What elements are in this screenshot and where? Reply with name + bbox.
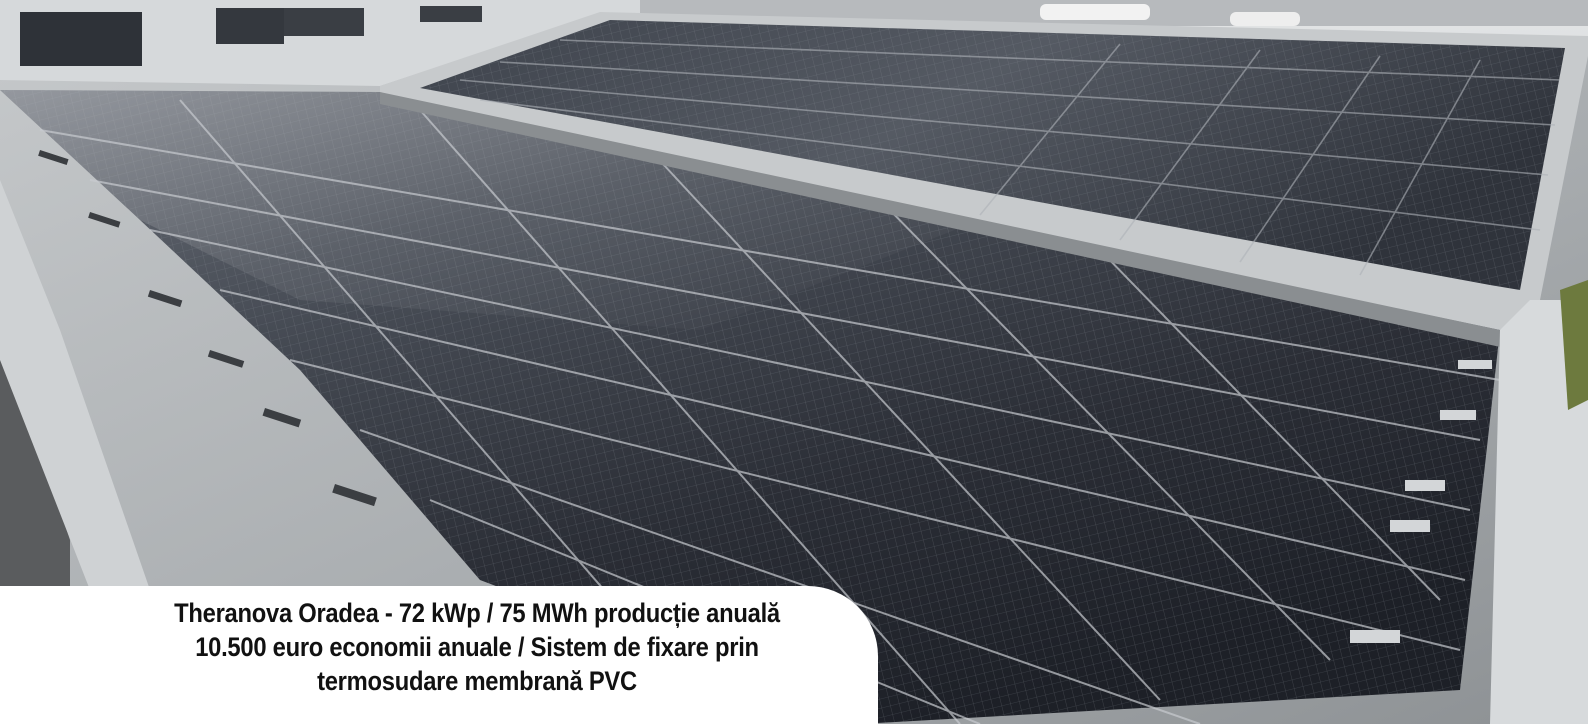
mounting-feet — [38, 150, 377, 507]
caption-line-3: termosudare membrană PVC — [317, 666, 637, 696]
panel-seams-upper — [459, 39, 1561, 276]
caption-box: Theranova Oradea - 72 kWp / 75 MWh produ… — [0, 586, 878, 724]
mounting-feet-right — [1350, 360, 1492, 643]
window-3 — [284, 8, 364, 36]
sky-reflection — [0, 90, 980, 330]
parked-car — [1230, 12, 1300, 26]
roof-edge-strip — [0, 180, 150, 590]
parked-car — [1040, 4, 1150, 20]
window-4 — [420, 6, 482, 22]
panel-seams — [39, 99, 1501, 724]
window-1 — [20, 12, 142, 66]
right-roof-edge — [1490, 300, 1588, 724]
grass-strip — [1560, 280, 1588, 410]
parapet-shadow — [380, 92, 1505, 348]
solar-cells-texture — [420, 20, 1565, 290]
caption-line-1: Theranova Oradea - 72 kWp / 75 MWh produ… — [174, 598, 780, 628]
caption-line-2: 10.500 euro economii anuale / Sistem de … — [195, 632, 759, 662]
window-2 — [216, 8, 284, 44]
